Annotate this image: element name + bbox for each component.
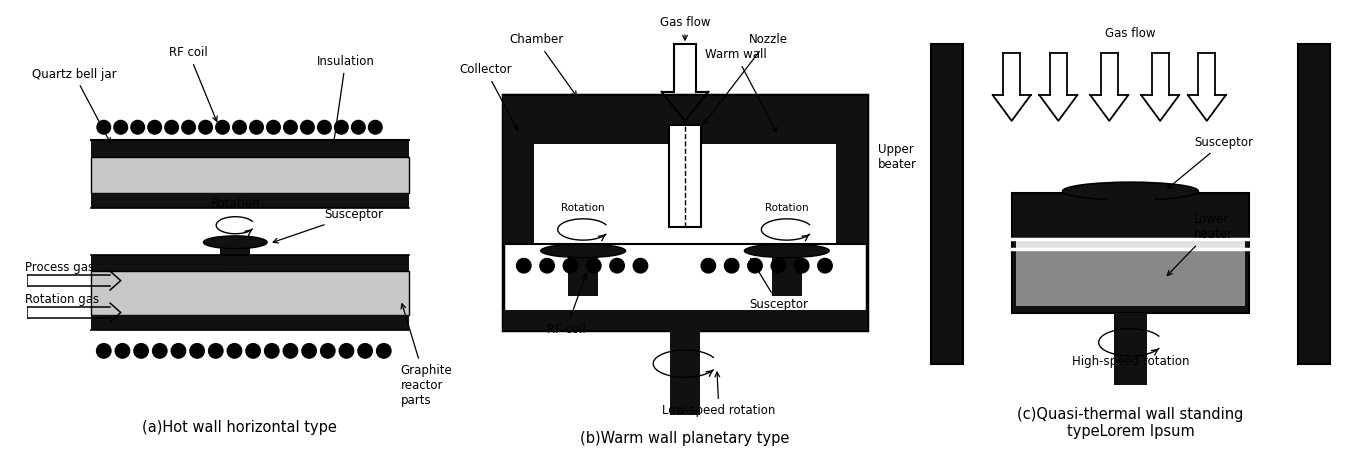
Text: Warm wall: Warm wall	[706, 49, 777, 132]
Circle shape	[377, 344, 390, 358]
Text: RF coil: RF coil	[547, 274, 586, 336]
Circle shape	[245, 344, 260, 358]
Bar	[221, 245, 251, 271]
Bar	[503, 95, 867, 125]
Circle shape	[516, 258, 532, 273]
Bar	[90, 315, 410, 330]
Circle shape	[267, 120, 281, 134]
Text: High-speed rotation: High-speed rotation	[1071, 355, 1189, 368]
Circle shape	[358, 344, 373, 358]
Circle shape	[249, 120, 263, 134]
Bar	[669, 125, 701, 227]
Bar	[1011, 193, 1249, 312]
Text: RF coil: RF coil	[170, 46, 216, 121]
Bar	[569, 253, 599, 295]
Text: Low-speed rotation: Low-speed rotation	[662, 372, 775, 417]
Text: Rotation: Rotation	[562, 203, 606, 213]
Circle shape	[96, 344, 111, 358]
Circle shape	[352, 120, 366, 134]
Circle shape	[264, 344, 279, 358]
Circle shape	[563, 258, 578, 273]
Circle shape	[748, 258, 762, 273]
Circle shape	[284, 120, 297, 134]
Text: (a)Hot wall horizontal type: (a)Hot wall horizontal type	[142, 420, 337, 435]
Circle shape	[301, 344, 316, 358]
Circle shape	[321, 344, 336, 358]
Text: Susceptor: Susceptor	[273, 208, 384, 243]
Bar	[534, 125, 836, 144]
Circle shape	[369, 120, 382, 134]
Bar	[503, 95, 867, 330]
Text: Susceptor: Susceptor	[1167, 136, 1254, 189]
Text: Lower
heater: Lower heater	[1167, 213, 1233, 275]
Circle shape	[633, 258, 648, 273]
Text: Susceptor: Susceptor	[749, 259, 808, 311]
Bar	[90, 193, 410, 208]
Circle shape	[300, 120, 314, 134]
Bar	[771, 253, 801, 295]
Circle shape	[233, 120, 247, 134]
Circle shape	[97, 120, 111, 134]
Circle shape	[199, 120, 212, 134]
Circle shape	[148, 120, 162, 134]
Circle shape	[540, 258, 555, 273]
Text: Gas flow: Gas flow	[1106, 27, 1156, 40]
Circle shape	[725, 258, 738, 273]
Circle shape	[152, 344, 167, 358]
Bar	[90, 271, 410, 315]
Circle shape	[586, 258, 601, 273]
Bar	[1297, 44, 1330, 364]
Circle shape	[340, 344, 353, 358]
Text: Quartz bell jar: Quartz bell jar	[32, 67, 116, 143]
Text: Gas flow: Gas flow	[660, 16, 710, 40]
Circle shape	[771, 258, 785, 273]
Text: Rotation: Rotation	[211, 197, 260, 210]
Bar	[90, 157, 410, 193]
Circle shape	[701, 258, 715, 273]
Circle shape	[164, 120, 178, 134]
Circle shape	[190, 344, 204, 358]
Text: Rotation: Rotation	[764, 203, 808, 213]
Circle shape	[284, 344, 297, 358]
Bar	[932, 44, 963, 364]
Circle shape	[182, 120, 196, 134]
Text: (b)Warm wall planetary type: (b)Warm wall planetary type	[581, 431, 789, 446]
Bar	[90, 141, 410, 157]
Bar	[1017, 239, 1245, 249]
Circle shape	[114, 120, 127, 134]
Bar	[1114, 312, 1148, 385]
Bar	[1017, 249, 1245, 306]
Ellipse shape	[204, 236, 267, 249]
Circle shape	[795, 258, 808, 273]
Circle shape	[115, 344, 130, 358]
Circle shape	[132, 120, 144, 134]
Text: Graphite
reactor
parts: Graphite reactor parts	[401, 304, 452, 407]
Circle shape	[610, 258, 625, 273]
Text: Collector: Collector	[459, 63, 518, 130]
Circle shape	[227, 344, 241, 358]
Circle shape	[334, 120, 348, 134]
Text: Chamber: Chamber	[510, 33, 577, 96]
Bar	[836, 125, 867, 245]
Bar	[503, 125, 534, 245]
Bar	[90, 255, 410, 271]
Text: (c)Quasi-thermal wall standing
typeLorem Ipsum: (c)Quasi-thermal wall standing typeLorem…	[1018, 407, 1244, 440]
Circle shape	[171, 344, 186, 358]
Text: Nozzle: Nozzle	[704, 33, 788, 124]
Text: Rotation gas: Rotation gas	[25, 293, 100, 306]
Circle shape	[215, 120, 229, 134]
Circle shape	[134, 344, 148, 358]
Ellipse shape	[744, 244, 829, 257]
Text: Insulation: Insulation	[316, 55, 374, 144]
Circle shape	[318, 120, 332, 134]
Circle shape	[818, 258, 832, 273]
Bar	[503, 311, 867, 330]
Circle shape	[208, 344, 223, 358]
Bar	[1107, 189, 1154, 236]
Bar	[670, 330, 700, 415]
Text: Upper
beater: Upper beater	[878, 143, 917, 171]
Ellipse shape	[541, 244, 626, 257]
Ellipse shape	[1063, 182, 1199, 200]
Text: Process gas: Process gas	[25, 262, 95, 274]
